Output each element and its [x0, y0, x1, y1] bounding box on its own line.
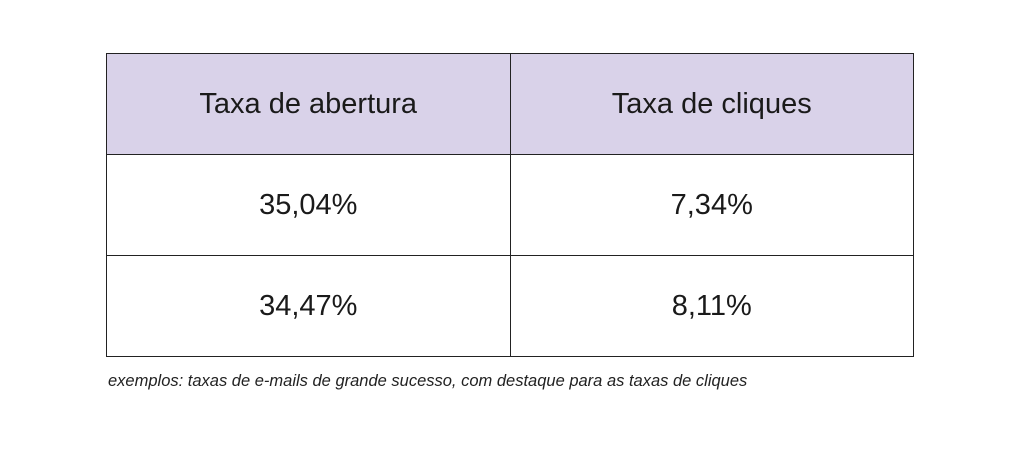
table-header: Taxa de abertura Taxa de cliques	[106, 53, 914, 155]
email-rates-table: Taxa de abertura Taxa de cliques 35,04% …	[106, 53, 914, 357]
cell-open-rate: 35,04%	[106, 154, 511, 256]
cell-open-rate: 34,47%	[106, 255, 511, 357]
table-caption: exemplos: taxas de e-mails de grande suc…	[108, 372, 748, 390]
cell-click-rate: 7,34%	[509, 154, 914, 256]
table-row: 35,04% 7,34%	[106, 154, 914, 256]
cell-click-rate: 8,11%	[509, 255, 914, 357]
header-click-rate: Taxa de cliques	[509, 53, 914, 155]
table-row: 34,47% 8,11%	[106, 255, 914, 357]
table-body: 35,04% 7,34% 34,47% 8,11%	[106, 154, 914, 357]
table-header-row: Taxa de abertura Taxa de cliques	[106, 53, 914, 155]
header-open-rate: Taxa de abertura	[106, 53, 511, 155]
